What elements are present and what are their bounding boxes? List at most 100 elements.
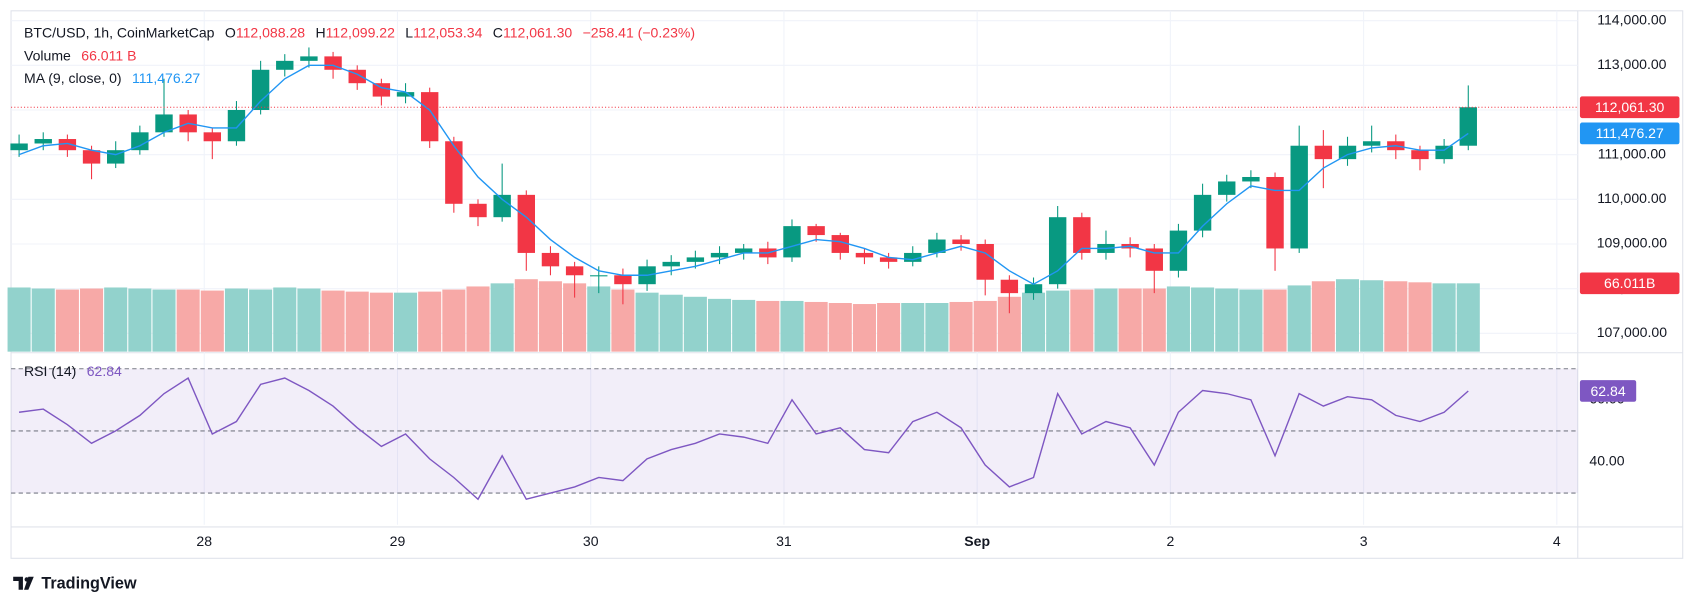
volume-bar [55,289,79,352]
low-value: 112,053.34 [413,24,482,40]
volume-bar [973,300,997,352]
ma-legend: MA (9, close, 0) 111,476.27 [24,70,200,86]
volume-bar [538,281,562,352]
volume-bar [828,303,852,352]
volume-bar [1239,289,1263,352]
candle-body [1290,145,1308,249]
candle-body [783,226,801,258]
volume-bar [1118,288,1142,352]
volume-bar [997,296,1021,352]
volume-bar [1094,288,1118,352]
x-tick-label: 3 [1360,533,1368,549]
overlay-layer: 107,000.00108,000.00109,000.00110,000.00… [11,11,1680,549]
volume-bar [949,301,973,352]
volume-bar [249,289,273,352]
volume-bar [1432,283,1456,352]
candle-body [879,257,898,262]
volume-bar [587,286,611,352]
volume-bar [1215,288,1239,352]
candle-body [10,143,28,151]
axis-tag-label: 66.011B [1604,275,1655,291]
candle-body [1000,279,1019,294]
volume-value: 66.011 B [81,47,136,63]
y-tick-label: 110,000.00 [1597,190,1666,206]
candle-layer [10,47,1477,314]
high-label: H [316,24,326,40]
y-tick-label: 113,000.00 [1597,56,1666,72]
volume-bar [707,298,732,352]
candle-body [565,266,584,276]
candle-body [662,261,680,267]
symbol: BTC/USD, 1h, CoinMarketCap [24,24,215,40]
volume-bar [490,283,514,352]
volume-bar [732,299,756,352]
candle-body [1362,141,1381,146]
candle-body [1411,150,1429,160]
candle-body [831,235,849,253]
candle-body [1024,284,1043,294]
legend-row: BTC/USD, 1h, CoinMarketCap O112,088.28 H… [24,24,695,40]
candle-body [855,252,874,258]
volume-bar [442,289,466,352]
volume-bar [321,290,345,352]
candle-body [1218,181,1236,195]
volume-bar [1021,292,1046,352]
volume-bar [925,303,949,352]
volume-bar [128,288,152,352]
volume-bar [104,287,128,352]
volume-bar [852,304,876,352]
volume-bar [1360,280,1384,352]
volume-bar [1335,279,1360,352]
volume-bar [683,296,707,352]
x-tick-label: 31 [776,533,792,549]
low-label: L [405,24,413,40]
close-value: 112,061.30 [503,24,572,40]
volume-bar [1384,281,1408,352]
candle-body [1073,217,1091,253]
ma-value: 111,476.27 [132,70,200,86]
candle-body [541,252,560,267]
candle-body [227,109,246,142]
volume-layer [7,279,1480,352]
y-tick-label: 111,000.00 [1598,145,1666,161]
axis-tag [1579,122,1680,145]
axis-tag-label: 111,476.27 [1596,125,1664,141]
candle-body [34,139,52,144]
candle-body [203,132,222,142]
candle-body [396,92,415,97]
candle-body [517,194,535,253]
candle-body [1169,230,1188,271]
volume-bar [176,289,200,352]
candle-body [58,139,77,151]
volume-bar [611,289,635,352]
volume-bar [466,286,490,352]
volume-bar [152,289,176,352]
volume-bar [31,288,55,352]
candle-body [590,275,608,277]
logo-icon [13,576,34,590]
ma-line [18,64,1469,286]
volume-bar [273,287,297,352]
candle-body [276,60,294,70]
candle-body [445,141,463,204]
volume-legend: Volume 66.011 B [24,47,136,63]
axis-tag-label: 62.84 [1590,383,1625,399]
candle-body [1459,107,1477,146]
candle-body [420,92,439,142]
volume-bar [804,301,828,352]
logo-dot [24,577,29,582]
volume-bar [224,288,248,352]
volume-bar [1142,288,1166,352]
volume-bar [1263,289,1287,352]
rsi-value: 62.84 [87,363,122,379]
x-tick-label: 28 [196,533,212,549]
volume-bar [1408,282,1432,352]
x-tick-label: 30 [583,533,599,549]
volume-bar [1191,287,1215,352]
candle-body [372,83,391,97]
candle-body [1145,248,1163,271]
open-label: O [225,24,236,40]
axis-tag-label: 112,061.30 [1595,99,1664,115]
change: −258.41 (−0.23%) [583,24,695,40]
